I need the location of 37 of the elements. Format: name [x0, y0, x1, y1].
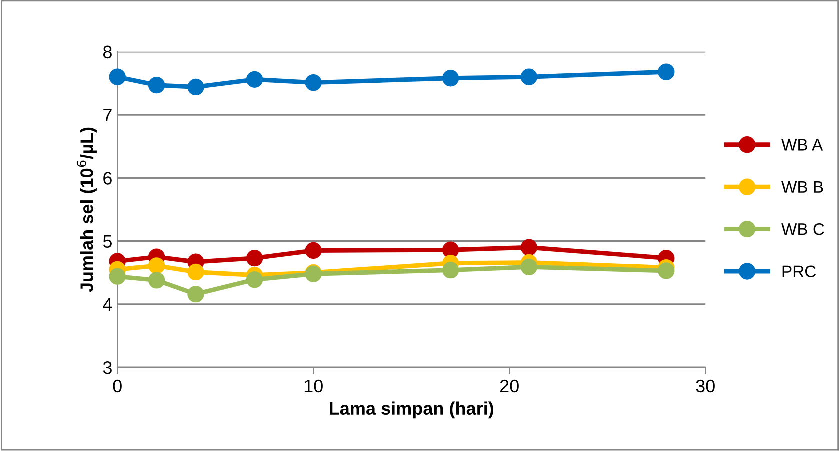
point: [148, 272, 166, 289]
legend-label: WB A: [782, 139, 824, 151]
legend-label: WB C: [782, 223, 824, 236]
legend-label: WB B: [782, 181, 824, 193]
point: [109, 268, 126, 285]
point: [246, 71, 264, 88]
x-tick-label: 10: [304, 380, 323, 393]
y-tick-label: 8: [103, 46, 112, 59]
y-tick-label: 7: [104, 109, 112, 122]
point: [442, 242, 460, 258]
x-tick-label: 30: [696, 380, 715, 393]
point: [148, 76, 166, 94]
point: [148, 258, 166, 274]
point: [305, 242, 322, 260]
x-axis-title: Lama simpan (hari): [330, 402, 494, 419]
point: [305, 74, 322, 92]
point: [442, 262, 460, 279]
y-tick-label: 4: [103, 298, 112, 311]
y-axis-title: Jumlah sel (10$^{6}$/µL): [76, 128, 97, 292]
point: [109, 68, 126, 86]
y-tick-label: 3: [103, 362, 112, 374]
point: [188, 264, 204, 281]
point: [658, 262, 675, 280]
x-tick-label: 0: [113, 380, 122, 393]
point: [188, 78, 204, 96]
point: [658, 64, 675, 80]
point: [246, 271, 264, 288]
point: [520, 258, 538, 276]
x-tick-label: 20: [500, 380, 519, 393]
point: [520, 68, 538, 86]
point: [188, 286, 204, 303]
point: [520, 239, 538, 256]
point: [442, 70, 460, 87]
y-tick-label: 5: [103, 235, 112, 248]
point: [246, 250, 264, 267]
y-tick-label: 6: [104, 172, 112, 185]
legend-label: PRC: [782, 266, 816, 278]
